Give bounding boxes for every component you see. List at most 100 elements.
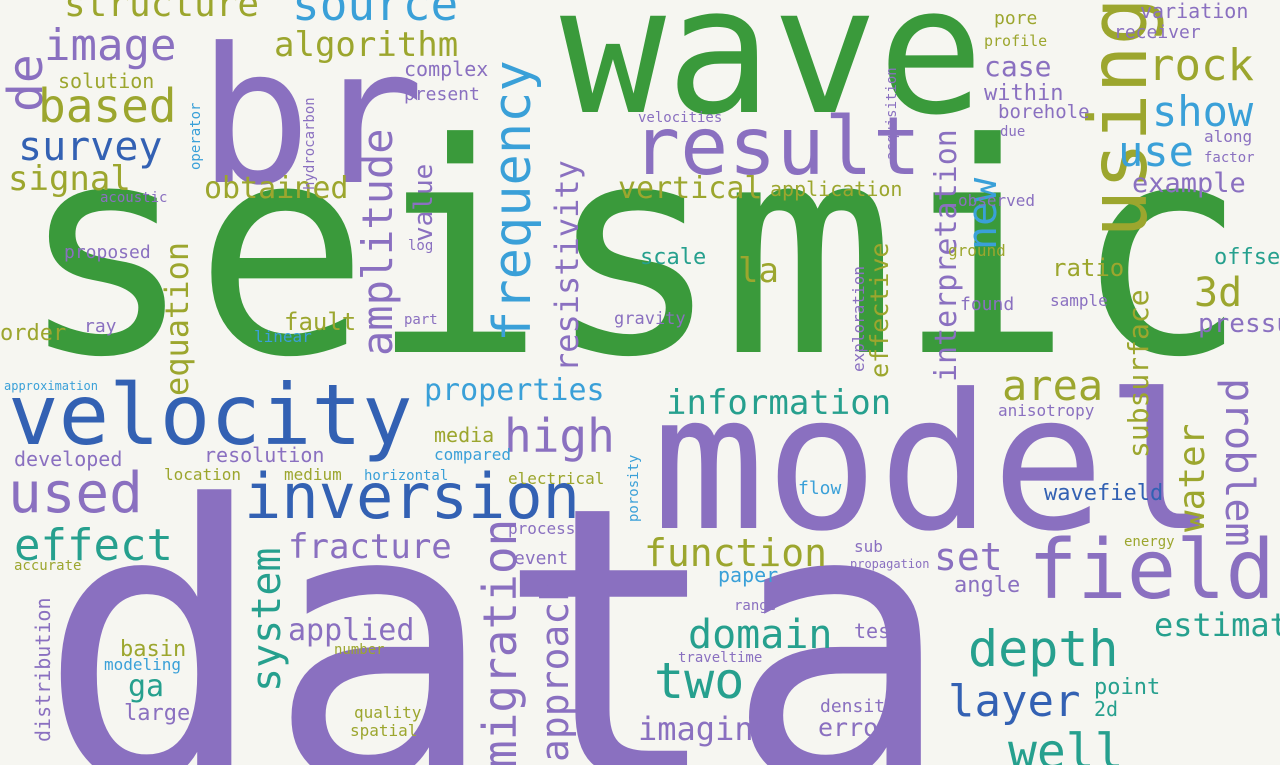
- word: wave: [560, 0, 984, 154]
- word: fault: [284, 308, 356, 336]
- word: propagation: [850, 557, 929, 571]
- word: high: [504, 409, 615, 463]
- word: example: [1132, 168, 1246, 199]
- word: case: [984, 50, 1051, 83]
- word: amplitude: [353, 128, 402, 356]
- word: log: [408, 238, 433, 254]
- word: energy: [1124, 534, 1175, 550]
- word: within: [984, 81, 1063, 106]
- word: inversion: [244, 460, 580, 533]
- word: set: [934, 535, 1003, 579]
- word: profile: [984, 32, 1047, 50]
- word: due: [1000, 124, 1025, 140]
- word: basin: [120, 637, 186, 662]
- word: obtained: [204, 171, 349, 206]
- word: sub: [854, 537, 883, 556]
- word: pressu: [1198, 309, 1280, 339]
- word: value: [409, 164, 439, 242]
- word: ray: [84, 316, 117, 337]
- word: sample: [1050, 291, 1108, 310]
- word: new: [960, 177, 1006, 250]
- word: distribution: [31, 598, 55, 743]
- word: location: [164, 465, 241, 484]
- word: point: [1094, 675, 1160, 700]
- word: velocities: [638, 110, 722, 126]
- word: paper: [718, 563, 778, 587]
- word: la: [738, 251, 779, 291]
- word: event: [514, 548, 568, 569]
- word: rock: [1148, 40, 1254, 91]
- word: medium: [284, 465, 342, 484]
- word: part: [404, 312, 438, 328]
- word: exploration: [849, 266, 868, 372]
- word: developed: [14, 447, 122, 471]
- word: data: [38, 425, 953, 765]
- word: model: [652, 354, 1218, 573]
- word: test: [854, 619, 902, 643]
- word: approach: [533, 579, 577, 762]
- word: application: [770, 177, 902, 201]
- word: gravity: [614, 309, 686, 329]
- word: factor: [1204, 150, 1255, 166]
- word: approximation: [4, 379, 98, 393]
- word: error: [818, 713, 893, 742]
- word: properties: [424, 373, 605, 408]
- word: 2d: [1094, 697, 1118, 721]
- word: depth: [968, 620, 1119, 678]
- word: hydrocarbon: [302, 97, 318, 190]
- word: fracture: [288, 527, 452, 567]
- word: media: [434, 423, 494, 447]
- word: found: [960, 294, 1014, 315]
- word: ga: [128, 669, 164, 704]
- word: offse: [1214, 245, 1280, 270]
- word: resistivity: [548, 160, 586, 372]
- word: spatial: [350, 721, 417, 740]
- word: borehole: [998, 101, 1090, 123]
- word: survey: [18, 124, 163, 170]
- word: algorithm: [274, 25, 458, 65]
- word: effect: [14, 520, 173, 571]
- word: scale: [640, 245, 706, 270]
- word: ratio: [1052, 254, 1124, 282]
- word: br: [198, 8, 424, 227]
- word: velocity: [8, 366, 413, 464]
- word: along: [1204, 127, 1252, 146]
- word: two: [654, 652, 744, 710]
- word: operator: [188, 103, 204, 170]
- word: process: [508, 519, 575, 538]
- word: interpretation: [929, 129, 964, 382]
- word: accurate: [14, 558, 81, 574]
- word: acoustic: [100, 190, 167, 206]
- word: well: [1008, 724, 1124, 765]
- word: range: [734, 598, 776, 614]
- word: proposed: [64, 242, 151, 263]
- word: flow: [798, 478, 842, 499]
- word: compared: [434, 445, 511, 464]
- word: frequency: [483, 60, 543, 342]
- word: information: [666, 383, 891, 423]
- word: complex: [404, 57, 488, 81]
- word: resolution: [204, 443, 324, 467]
- word: quality: [354, 703, 422, 722]
- word: electrical: [508, 469, 604, 488]
- word: variation: [1140, 0, 1248, 23]
- word: equation: [158, 242, 196, 396]
- word: system: [244, 548, 290, 693]
- word: receiver: [1114, 22, 1201, 43]
- word: signal: [8, 159, 131, 199]
- word: angle: [954, 573, 1020, 598]
- word: modeling: [104, 655, 181, 674]
- word: large: [124, 701, 190, 726]
- word: using: [1072, 0, 1165, 238]
- word: de: [0, 54, 54, 112]
- word: ground: [948, 241, 1006, 260]
- word: horizontal: [364, 468, 448, 484]
- word: used: [8, 461, 143, 526]
- word: pore: [994, 8, 1037, 29]
- word: solution: [58, 69, 154, 93]
- word: vertical: [618, 171, 763, 206]
- word: porosity: [626, 455, 642, 522]
- word: field: [1028, 523, 1275, 618]
- word: estimat: [1154, 606, 1280, 644]
